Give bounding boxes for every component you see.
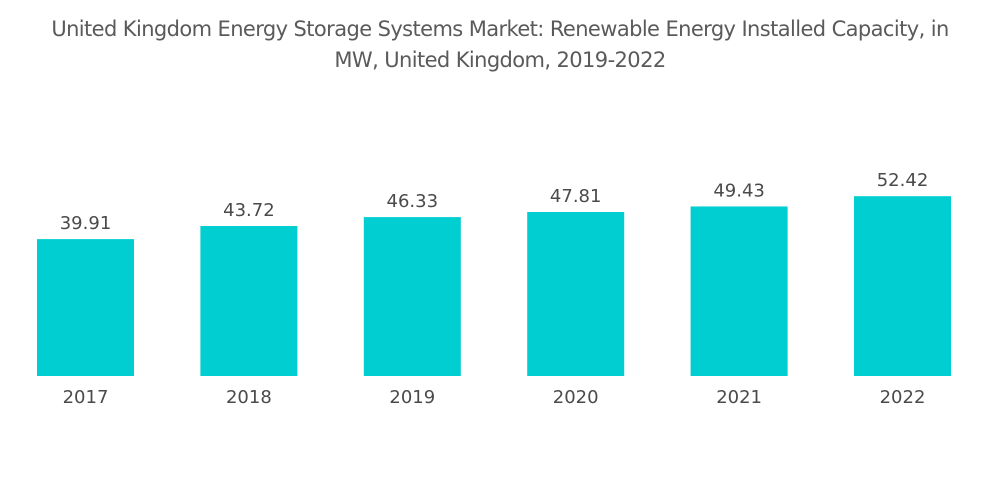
bar-2021 xyxy=(690,206,788,376)
x-tick-label-2018: 2018 xyxy=(226,387,272,408)
chart-title-line-1: United Kingdom Energy Storage Systems Ma… xyxy=(51,17,949,41)
chart-title-line-2: MW, United Kingdom, 2019-2022 xyxy=(334,48,666,72)
chart-title: United Kingdom Energy Storage Systems Ma… xyxy=(0,14,1000,76)
data-label-2020: 47.81 xyxy=(550,186,602,207)
x-tick-label-2020: 2020 xyxy=(553,387,599,408)
data-label-2021: 49.43 xyxy=(713,180,765,201)
x-tick-label-2017: 2017 xyxy=(63,387,109,408)
bar-2020 xyxy=(527,212,625,376)
bar-2017 xyxy=(37,239,134,376)
x-tick-label-2021: 2021 xyxy=(716,387,762,408)
data-label-2017: 39.91 xyxy=(60,213,112,234)
x-tick-label-2019: 2019 xyxy=(389,387,435,408)
data-label-2019: 46.33 xyxy=(387,191,439,212)
data-label-2022: 52.42 xyxy=(877,170,929,191)
bar-2022 xyxy=(854,196,951,376)
x-tick-label-2022: 2022 xyxy=(880,387,926,408)
bar-2018 xyxy=(200,226,298,376)
data-label-2018: 43.72 xyxy=(223,200,275,221)
bar-2019 xyxy=(363,217,461,376)
